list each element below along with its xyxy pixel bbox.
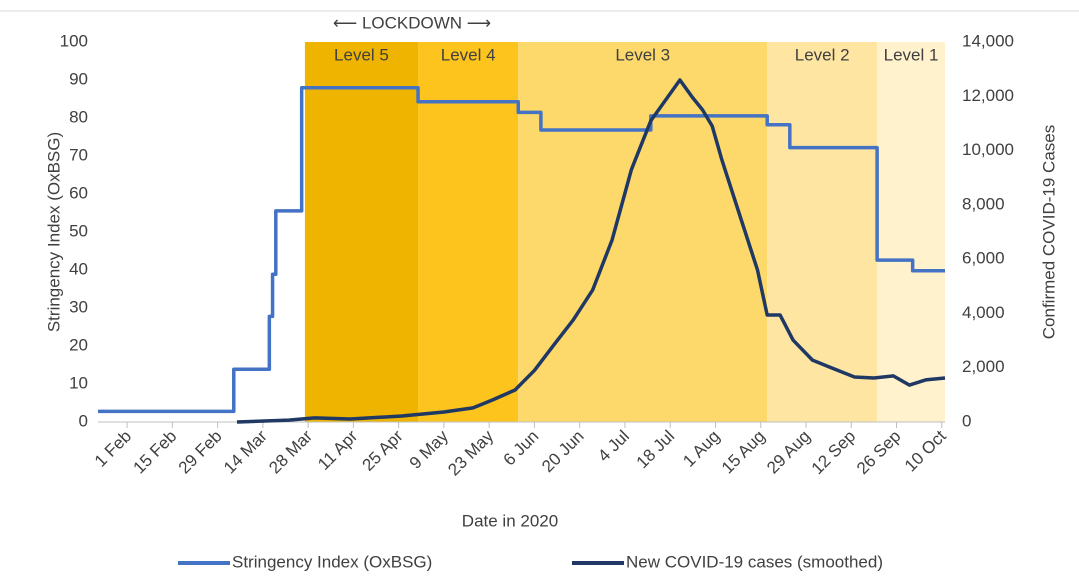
- y2-tick-label: 12,000: [962, 86, 1014, 105]
- level-label: Level 2: [795, 45, 850, 64]
- x-tick-label: 26 Sep: [853, 427, 905, 479]
- x-tick-label: 28 Mar: [265, 426, 316, 477]
- y2-tick-label: 10,000: [962, 140, 1014, 159]
- y-tick-label: 20: [69, 335, 88, 354]
- level-band: [877, 42, 945, 422]
- level-band: [518, 42, 768, 422]
- legend-label: Stringency Index (OxBSG): [232, 552, 432, 571]
- y-tick-label: 30: [69, 297, 88, 316]
- x-tick-label: 29 Aug: [763, 427, 814, 478]
- y-axis-title: Stringency Index (OxBSG): [44, 132, 63, 332]
- x-tick-label: 18 Jul: [633, 427, 679, 473]
- y-tick-label: 100: [60, 31, 88, 50]
- level-label: Level 3: [615, 45, 670, 64]
- y-tick-label: 70: [69, 145, 88, 164]
- y-tick-label: 90: [69, 69, 88, 88]
- x-tick-label: 29 Feb: [175, 427, 226, 478]
- y2-tick-label: 4,000: [962, 303, 1005, 322]
- y2-tick-label: 8,000: [962, 194, 1005, 213]
- x-tick-label: 6 Jun: [500, 427, 543, 470]
- series-line: [236, 78, 946, 424]
- y-tick-label: 60: [69, 183, 88, 202]
- level-label: Level 4: [441, 45, 496, 64]
- x-tick-label: 14 Mar: [220, 426, 271, 477]
- y2-axis-title: Confirmed COVID-19 Cases: [1039, 125, 1058, 339]
- level-label: Level 1: [884, 45, 939, 64]
- x-tick-label: 10 Oct: [901, 426, 950, 475]
- y-tick-label: 0: [79, 411, 88, 430]
- x-axis-title: Date in 2020: [462, 511, 558, 530]
- legend-label: New COVID-19 cases (smoothed): [626, 552, 883, 571]
- x-tick-label: 15 Aug: [718, 427, 769, 478]
- annotation: ⟵ LOCKDOWN ⟶: [333, 13, 491, 32]
- y2-tick-label: 2,000: [962, 357, 1005, 376]
- y-tick-label: 40: [69, 259, 88, 278]
- y-tick-label: 80: [69, 107, 88, 126]
- y2-tick-label: 14,000: [962, 31, 1014, 50]
- level-band: [418, 42, 519, 422]
- level-band: [304, 42, 419, 422]
- level-label: Level 5: [334, 45, 389, 64]
- x-tick-label: 23 May: [444, 426, 497, 479]
- regions: [304, 42, 945, 422]
- x-tick-label: 15 Feb: [129, 427, 180, 478]
- x-tick-label: 25 Apr: [358, 426, 406, 474]
- x-tick-label: 20 Jun: [538, 427, 588, 477]
- y2-tick-label: 6,000: [962, 249, 1005, 268]
- y2-tick-label: 0: [962, 411, 971, 430]
- y-tick-label: 50: [69, 221, 88, 240]
- x-tick-label: 12 Sep: [808, 427, 860, 479]
- level-band: [767, 42, 878, 422]
- series-line: [98, 86, 945, 414]
- x-tick-label: 11 Apr: [314, 426, 362, 474]
- y-tick-label: 10: [69, 373, 88, 392]
- x-tick-label: 4 Jul: [594, 427, 633, 466]
